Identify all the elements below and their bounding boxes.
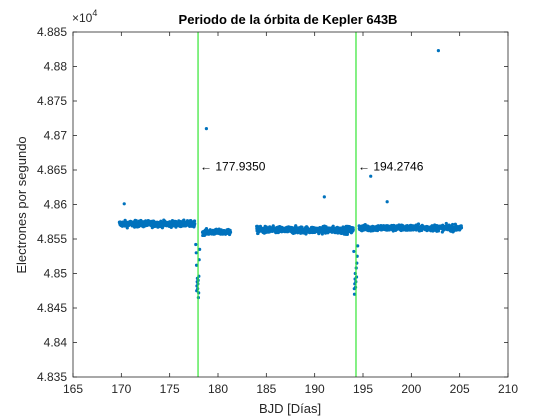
data-point (352, 249, 356, 254)
x-tick-label: 185 (256, 382, 276, 396)
exponent-base: ×10 (72, 11, 93, 25)
y-axis-label: Electrones por segundo (14, 136, 29, 273)
data-point (459, 226, 464, 230)
annotations: ← 177.9350 ← 194.2746 (200, 160, 424, 174)
data-point (444, 221, 448, 226)
plot-area (73, 32, 508, 377)
data-point (194, 251, 198, 255)
data-point (194, 242, 198, 247)
data-point (356, 244, 360, 248)
chart-title: Periodo de la órbita de Kepler 643B (179, 12, 398, 27)
data-point (228, 230, 233, 234)
y-tick-label: 4.875 (37, 94, 67, 108)
exponent-power: 4 (92, 8, 97, 18)
y-tick-label: 4.86 (44, 198, 68, 212)
y-tick-label: 4.885 (37, 25, 67, 39)
data-point (182, 218, 186, 222)
data-point (385, 200, 389, 204)
data-point (416, 222, 421, 226)
data-point (352, 292, 357, 296)
transit-lines (197, 32, 357, 377)
data-point (351, 228, 355, 232)
x-tick-label: 165 (63, 382, 83, 396)
x-tick-label: 205 (450, 382, 470, 396)
data-point (134, 219, 138, 223)
x-tick-label: 200 (401, 382, 421, 396)
data-point (194, 263, 199, 267)
axis-exponent-label: ×104 (72, 8, 97, 25)
x-tick-label: 190 (305, 382, 325, 396)
transit-annotation: ← 177.9350 (200, 160, 266, 174)
x-axis-label: BJD [Días] (259, 401, 321, 416)
y-tick-label: 4.855 (37, 232, 67, 246)
y-tick-label: 4.88 (44, 60, 68, 74)
data-point (125, 226, 129, 230)
y-tick-label: 4.845 (37, 301, 67, 315)
data-point (204, 127, 208, 131)
x-tick-label: 210 (498, 382, 518, 396)
x-tick-label: 180 (208, 382, 228, 396)
data-point (369, 174, 373, 178)
data-point (122, 202, 126, 206)
data-point (193, 222, 197, 226)
data-point (451, 222, 455, 227)
data-point (436, 49, 440, 53)
y-tick-label: 4.87 (44, 129, 68, 143)
x-tick-label: 175 (160, 382, 180, 396)
data-point (322, 195, 326, 199)
y-tick-label: 4.85 (44, 267, 68, 281)
x-tick-label: 170 (111, 382, 131, 396)
data-points (117, 49, 464, 300)
data-point (198, 247, 202, 251)
axis-ticks: 165 170 175 180 185 190 195 200 205 210 4.835 4.84 4… (37, 25, 518, 396)
transit-annotation: ← 194.2746 (358, 160, 424, 174)
y-tick-label: 4.865 (37, 163, 67, 177)
data-point (192, 219, 197, 223)
y-tick-label: 4.84 (44, 336, 68, 350)
y-tick-label: 4.835 (37, 370, 67, 384)
data-point (294, 224, 298, 228)
x-tick-label: 195 (353, 382, 373, 396)
